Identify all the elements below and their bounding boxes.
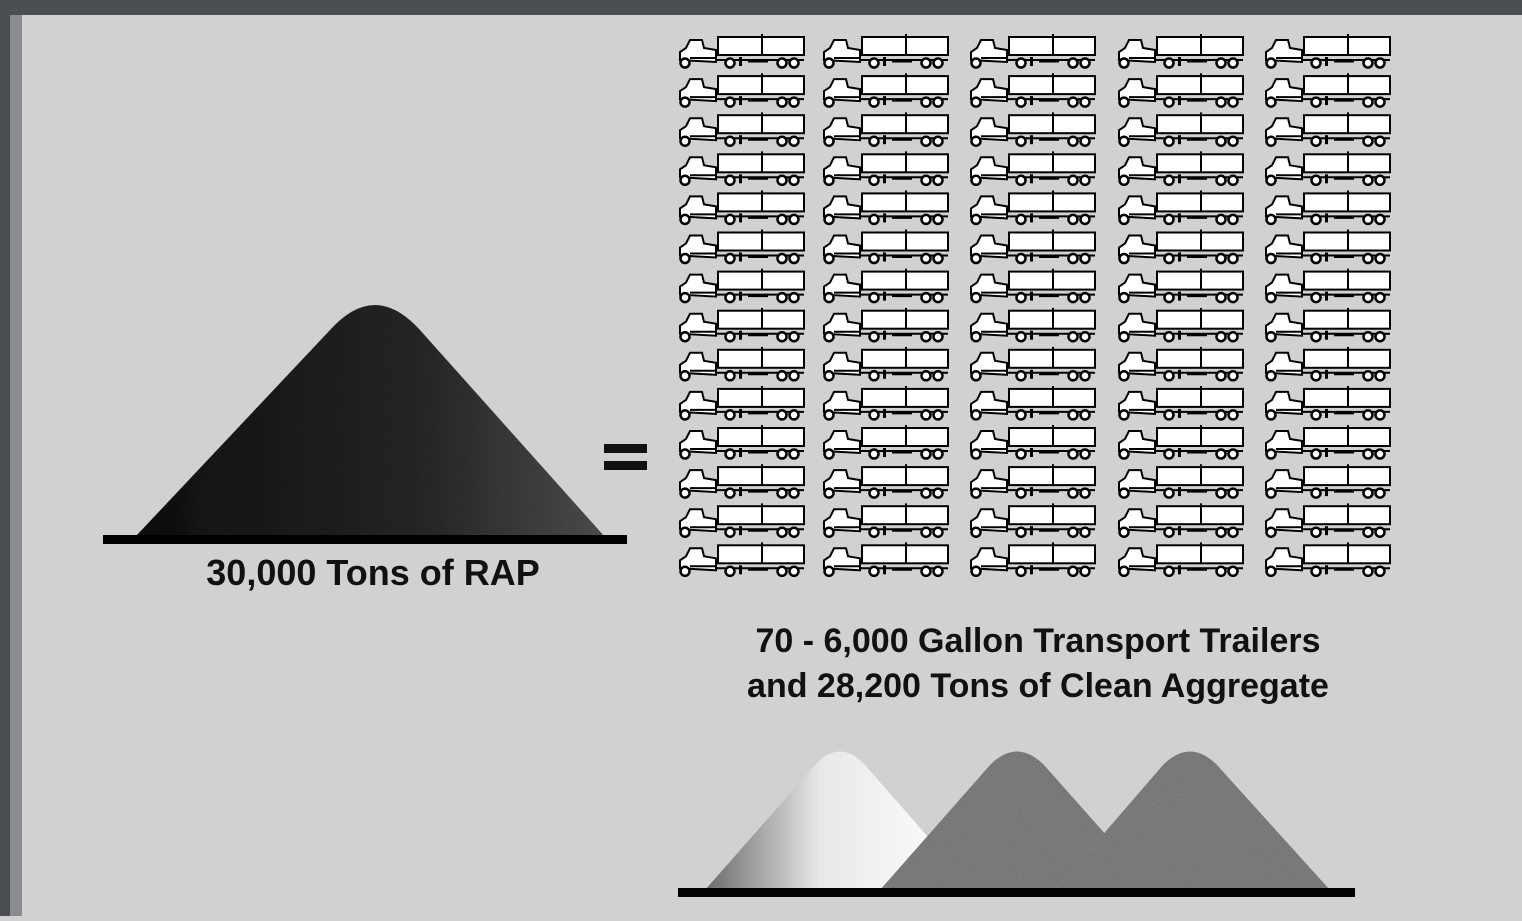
truck-icon xyxy=(1266,542,1390,576)
truck-icon xyxy=(971,308,1095,342)
window-top-bar xyxy=(0,0,1522,15)
truck-icon xyxy=(824,230,948,264)
rap-pile xyxy=(135,305,605,537)
truck-icon xyxy=(1119,503,1243,537)
truck-icon xyxy=(1266,190,1390,224)
truck-icon xyxy=(1119,230,1243,264)
truck-icon xyxy=(1119,112,1243,146)
truck-icon xyxy=(971,269,1095,303)
truck-icon xyxy=(680,425,804,459)
truck-icon xyxy=(971,190,1095,224)
equals-bottom xyxy=(604,461,647,470)
truck-icon xyxy=(971,230,1095,264)
truck-icon xyxy=(1266,73,1390,107)
truck-icon xyxy=(1119,347,1243,381)
truck-icon xyxy=(680,230,804,264)
truck-icon xyxy=(1266,308,1390,342)
truck-icon xyxy=(680,112,804,146)
truck-icon xyxy=(971,542,1095,576)
truck-icon xyxy=(680,34,804,68)
truck-icon xyxy=(680,503,804,537)
truck-icon xyxy=(824,503,948,537)
truck-icon xyxy=(1266,112,1390,146)
truck-icon xyxy=(971,425,1095,459)
truck-icon xyxy=(1119,73,1243,107)
truck-icon xyxy=(1266,503,1390,537)
truck-icon xyxy=(680,190,804,224)
truck-icon xyxy=(1119,464,1243,498)
truck-icon xyxy=(1266,269,1390,303)
truck-icon xyxy=(971,34,1095,68)
truck-icon xyxy=(1119,269,1243,303)
truck-icon xyxy=(680,73,804,107)
aggregate-pile-3 xyxy=(1055,752,1330,891)
truck-icon xyxy=(1119,190,1243,224)
rap-ground xyxy=(103,535,627,544)
result-line-1: 70 - 6,000 Gallon Transport Trailers xyxy=(755,622,1320,660)
truck-icon xyxy=(680,464,804,498)
truck-icon xyxy=(680,269,804,303)
truck-icon xyxy=(824,34,948,68)
truck-icon xyxy=(824,190,948,224)
result-line-2: and 28,200 Tons of Clean Aggregate xyxy=(747,667,1329,705)
truck-icon xyxy=(1266,347,1390,381)
truck-icon xyxy=(824,73,948,107)
truck-icon xyxy=(680,308,804,342)
truck-icon xyxy=(1119,386,1243,420)
truck-icon xyxy=(824,542,948,576)
truck-icon xyxy=(971,347,1095,381)
truck-icon xyxy=(1266,151,1390,185)
truck-icon xyxy=(824,464,948,498)
truck-icon xyxy=(824,425,948,459)
truck-icon xyxy=(680,542,804,576)
truck-icon xyxy=(1119,34,1243,68)
equals-top xyxy=(604,444,647,453)
truck-icon xyxy=(1119,151,1243,185)
truck-icon xyxy=(824,151,948,185)
truck-icon xyxy=(1119,425,1243,459)
truck-icon xyxy=(1119,542,1243,576)
truck-icon xyxy=(1266,34,1390,68)
truck-icon xyxy=(680,151,804,185)
truck-icon xyxy=(824,112,948,146)
truck-icon xyxy=(971,464,1095,498)
truck-icon xyxy=(1266,230,1390,264)
truck-icon xyxy=(1266,464,1390,498)
truck-grid xyxy=(680,34,1390,576)
truck-icon xyxy=(971,112,1095,146)
rap-label: 30,000 Tons of RAP xyxy=(206,552,539,593)
truck-icon xyxy=(1119,308,1243,342)
truck-icon xyxy=(824,347,948,381)
page: 30,000 Tons of RAP 70 - 6,000 Gallon Tra… xyxy=(0,0,1522,916)
truck-icon xyxy=(824,308,948,342)
truck-icon xyxy=(680,386,804,420)
aggregate-ground xyxy=(678,888,1355,897)
truck-icon xyxy=(1266,425,1390,459)
truck-icon xyxy=(971,386,1095,420)
truck-icon xyxy=(1266,386,1390,420)
truck-icon xyxy=(971,503,1095,537)
infographic: 30,000 Tons of RAP 70 - 6,000 Gallon Tra… xyxy=(0,0,1522,916)
truck-icon xyxy=(824,269,948,303)
truck-icon xyxy=(680,347,804,381)
window-left-edge xyxy=(10,15,22,916)
truck-icon xyxy=(971,73,1095,107)
truck-icon xyxy=(971,151,1095,185)
truck-icon xyxy=(824,386,948,420)
